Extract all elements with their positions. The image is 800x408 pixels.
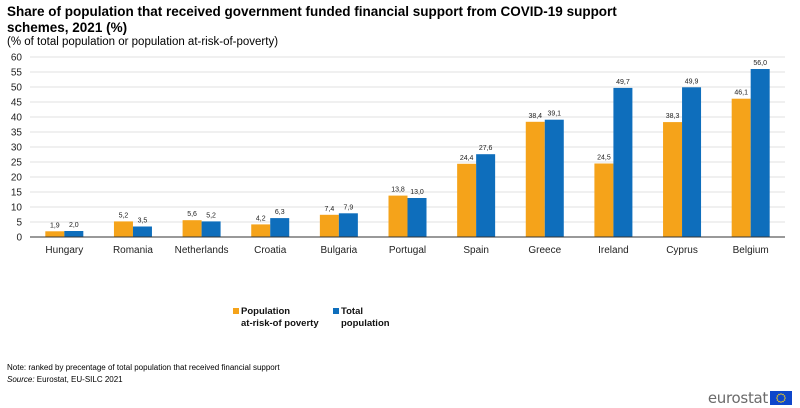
data-label: 5,2	[119, 212, 129, 219]
bar-at-risk	[731, 98, 751, 237]
bar-total	[544, 119, 564, 237]
source-text: Eurostat, EU-SILC 2021	[34, 375, 123, 384]
y-tick-label: 5	[16, 218, 22, 229]
x-tick-label: Croatia	[254, 245, 287, 256]
data-label: 7,9	[343, 204, 353, 211]
bar-total	[750, 69, 770, 237]
data-label: 39,1	[547, 111, 561, 118]
bar-total	[613, 87, 633, 238]
data-label: 13,0	[410, 189, 424, 196]
data-label: 4,2	[256, 215, 266, 222]
data-label: 2,0	[69, 222, 79, 229]
data-label: 5,6	[187, 211, 197, 218]
bar-total	[64, 231, 84, 237]
x-tick-label: Belgium	[733, 245, 769, 256]
bar-at-risk	[319, 214, 339, 237]
bar-at-risk	[457, 163, 477, 237]
y-tick-label: 40	[11, 113, 23, 124]
x-tick-label: Cyprus	[666, 245, 698, 256]
y-tick-label: 30	[11, 143, 23, 154]
bar-chart: 0 5 10 15 20 25 30 35 40 45 50 55 60 1,9 2,0 Hungary 5,2…	[11, 53, 785, 329]
x-tick-label: Hungary	[45, 245, 83, 256]
data-label: 24,4	[460, 155, 474, 162]
bar-at-risk	[113, 221, 133, 237]
data-label: 38,3	[666, 113, 680, 120]
x-tick-label: Ireland	[598, 245, 629, 256]
bar-at-risk	[251, 224, 271, 237]
bar-at-risk	[663, 122, 683, 237]
data-label: 7,4	[324, 206, 334, 213]
y-tick-label: 50	[11, 83, 23, 94]
bar-at-risk	[594, 163, 614, 237]
bar-at-risk	[388, 195, 408, 237]
y-tick-label: 20	[11, 173, 23, 184]
legend-swatch-at-risk	[233, 308, 239, 314]
eurostat-logo: eurostat	[708, 389, 792, 407]
data-label: 56,0	[753, 60, 767, 67]
data-label: 6,3	[275, 209, 285, 216]
bar-at-risk	[182, 220, 202, 237]
y-tick-label: 45	[11, 98, 23, 109]
data-label: 27,6	[479, 145, 493, 152]
chart-source: Source: Eurostat, EU-SILC 2021	[7, 375, 123, 384]
y-tick-label: 0	[16, 233, 22, 244]
data-label: 49,7	[616, 79, 630, 86]
data-label: 5,2	[206, 212, 216, 219]
x-tick-label: Spain	[463, 245, 489, 256]
legend-label: Population	[241, 306, 290, 317]
legend-label: at-risk-of poverty	[241, 318, 319, 329]
bar-total	[201, 221, 221, 237]
x-tick-label: Netherlands	[175, 245, 229, 256]
x-tick-label: Romania	[113, 245, 153, 256]
bar-total	[132, 226, 152, 237]
bar-at-risk	[45, 231, 65, 237]
source-label: Source:	[7, 375, 35, 384]
chart-title: Share of population that received govern…	[7, 4, 617, 35]
x-tick-label: Portugal	[389, 245, 426, 256]
legend-label: Total	[341, 306, 363, 317]
data-label: 3,5	[138, 218, 148, 225]
data-label: 49,9	[685, 78, 699, 85]
x-tick-label: Greece	[528, 245, 561, 256]
bar-at-risk	[525, 121, 545, 237]
legend-swatch-total	[333, 308, 339, 314]
bar-total	[407, 198, 427, 237]
data-label: 13,8	[391, 187, 405, 194]
eu-flag-icon	[770, 391, 792, 405]
bar-total	[476, 154, 496, 237]
y-tick-label: 35	[11, 128, 23, 139]
bar-total	[338, 213, 358, 237]
data-label: 24,5	[597, 155, 611, 162]
data-label: 46,1	[734, 90, 748, 97]
chart-note: Note: ranked by precentage of total popu…	[7, 363, 280, 372]
y-tick-label: 10	[11, 203, 23, 214]
y-tick-label: 25	[11, 158, 23, 169]
data-label: 38,4	[528, 113, 542, 120]
logo-text: eurostat	[707, 389, 768, 407]
legend-label: population	[341, 318, 390, 329]
y-tick-label: 60	[11, 53, 23, 64]
chart-subtitle: (% of total population or population at-…	[7, 36, 279, 48]
bar-total	[682, 87, 702, 237]
y-tick-label: 15	[11, 188, 23, 199]
y-tick-label: 55	[11, 68, 23, 79]
bar-total	[270, 218, 290, 237]
data-label: 1,9	[50, 222, 60, 229]
x-tick-label: Bulgaria	[321, 245, 358, 256]
